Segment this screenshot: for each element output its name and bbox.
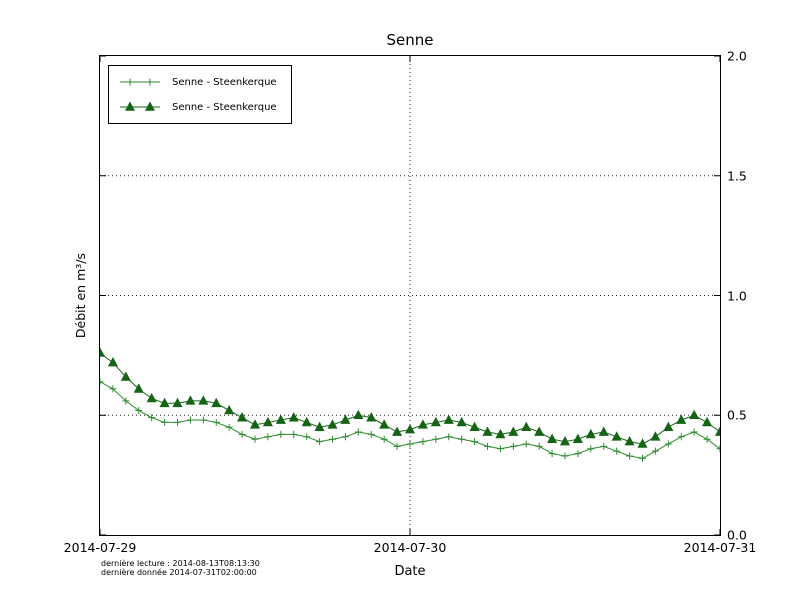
y-tick-label: 2.0: [727, 48, 747, 64]
y-axis-label-text: Débit en m³/s: [72, 252, 88, 339]
footer-last-data: dernière donnée 2014-07-31T02:00:00: [101, 568, 257, 577]
x-tick-label: 2014-07-31: [683, 540, 757, 555]
legend-sample-icon: [120, 78, 160, 86]
chart-title: Senne: [386, 31, 434, 49]
legend-item: Senne - Steenkerque: [118, 75, 277, 89]
plot-area: Senne - Steenkerque Senne - Steenkerque: [99, 55, 721, 536]
legend-item: Senne - Steenkerque: [118, 100, 277, 114]
legend-label: Senne - Steenkerque: [172, 76, 277, 88]
legend-sample-triangle-marker: [118, 100, 162, 114]
x-axis-label: Date: [394, 564, 426, 579]
legend: Senne - Steenkerque Senne - Steenkerque: [108, 65, 292, 124]
x-tick-label: 2014-07-30: [373, 540, 447, 555]
x-tick-label: 2014-07-29: [63, 540, 137, 555]
legend-label: Senne - Steenkerque: [172, 101, 277, 113]
y-axis-label: Débit en m³/s: [70, 56, 90, 535]
y-tick-label: 1.0: [727, 288, 747, 303]
y-tick-label: 1.5: [727, 168, 747, 184]
footer-last-reading: dernière lecture : 2014-08-13T08:13:30: [101, 559, 260, 568]
legend-sample-icon: [120, 101, 160, 111]
y-tick-label: 0.5: [727, 407, 747, 423]
plot-canvas: [100, 56, 720, 535]
y-tick-label: 0.0: [727, 527, 747, 543]
legend-sample-plus-marker: [118, 75, 162, 89]
